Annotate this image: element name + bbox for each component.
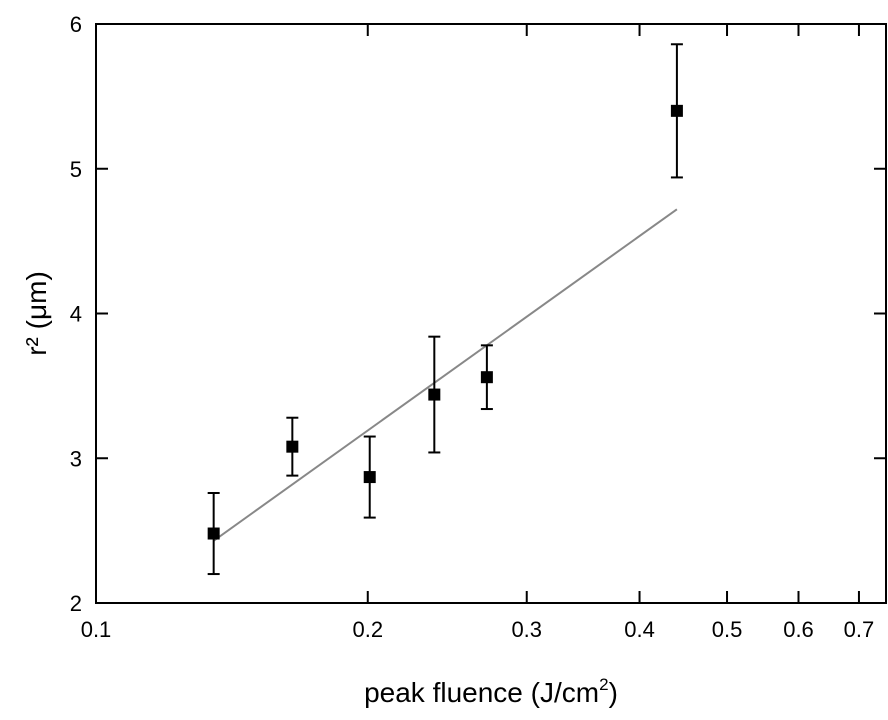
y-tick-label: 4	[70, 302, 82, 327]
y-tick-label: 6	[70, 12, 82, 37]
data-markers	[207, 104, 683, 540]
data-point	[286, 440, 299, 453]
x-tick-label: 0.3	[511, 617, 542, 642]
x-axis-title-superscript: 2	[599, 675, 608, 694]
data-point	[480, 371, 493, 384]
x-tick-label: 0.6	[783, 617, 814, 642]
x-axis-title-main: peak fluence (J/cm	[364, 677, 599, 708]
x-axis-title: peak fluence (J/cm2)	[364, 675, 618, 708]
x-axis-ticks: 0.1 0.2 0.3 0.4 0.5 0.6 0.7	[81, 24, 875, 642]
fit-line-group	[213, 208, 678, 542]
y-tick-label: 5	[70, 157, 82, 182]
x-tick-label: 0.4	[624, 617, 655, 642]
y-axis-title: r² (μm)	[21, 271, 52, 356]
y-tick-label: 3	[70, 446, 82, 471]
y-axis-ticks: 2 3 4 5 6	[70, 12, 886, 616]
fit-line	[213, 208, 678, 542]
x-tick-label: 0.7	[844, 617, 875, 642]
y-tick-label: 2	[70, 591, 82, 616]
data-point	[428, 388, 441, 401]
x-tick-label: 0.1	[81, 617, 112, 642]
data-point	[363, 471, 376, 484]
x-tick-label: 0.2	[352, 617, 383, 642]
x-axis-title-close: )	[609, 677, 618, 708]
data-point	[207, 527, 220, 540]
data-point	[670, 104, 683, 117]
x-tick-label: 0.5	[712, 617, 743, 642]
